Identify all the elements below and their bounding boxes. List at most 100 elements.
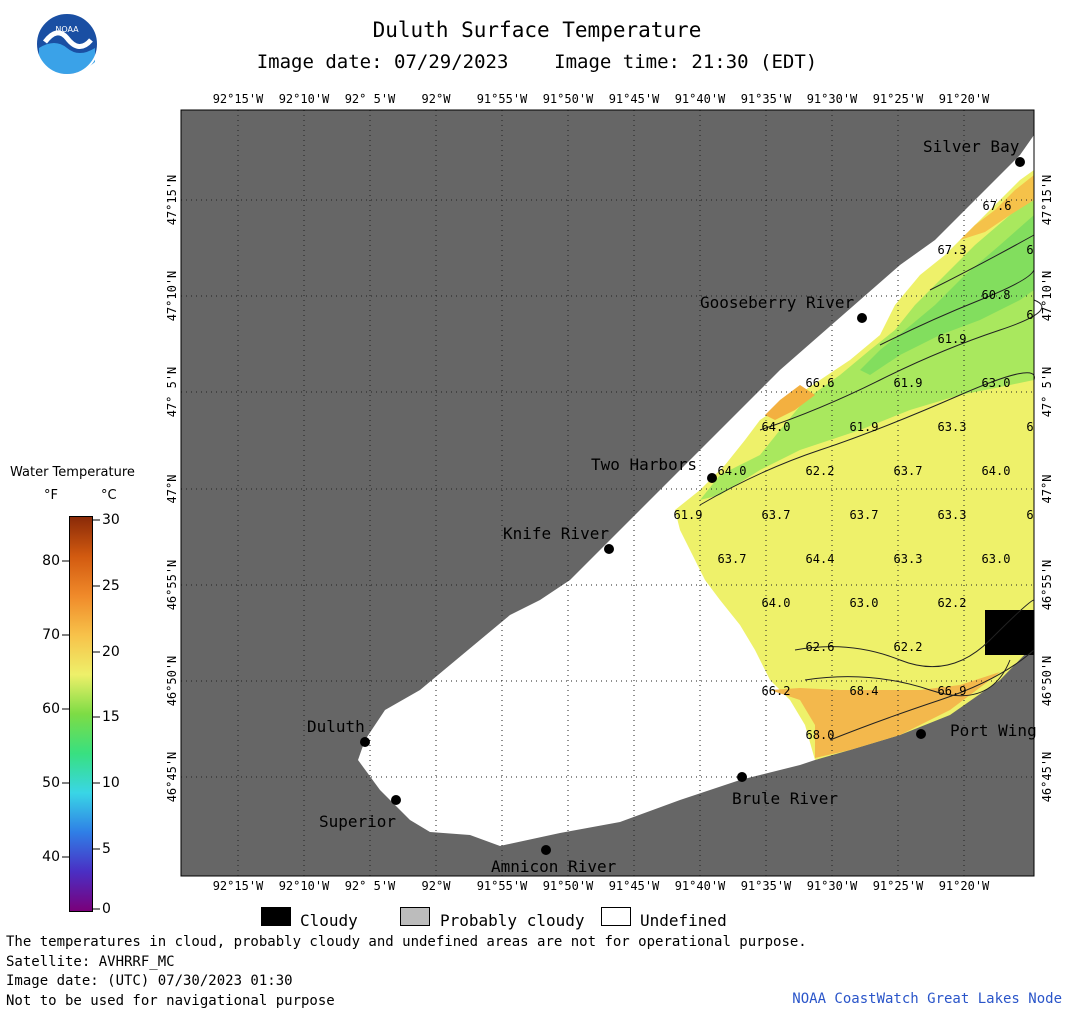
temp-label: 63.0 (981, 376, 1011, 390)
temp-label: 6 (1026, 308, 1034, 322)
legend-f-tick: 40 (42, 849, 60, 865)
utc-date-text: Image date: (UTC) 07/30/2023 01:30 (6, 973, 293, 989)
lat-label: 47°N (1040, 474, 1054, 504)
satellite-text: Satellite: AVHRRF_MC (6, 954, 175, 970)
colorbar-ticks (62, 519, 100, 910)
logo-text: NOAA (55, 25, 79, 34)
temp-label: 68.4 (849, 684, 879, 698)
lon-label: 92°10'W (278, 879, 330, 893)
town-label-duluth: Duluth (307, 717, 365, 736)
lon-label: 91°30'W (806, 92, 858, 106)
lon-label: 92°15'W (212, 92, 264, 106)
lon-label: 91°50'W (542, 879, 594, 893)
cloud-patch (985, 610, 1034, 655)
lat-label: 46°50'N (165, 655, 179, 707)
town-label-amnicon-river: Amnicon River (491, 857, 617, 876)
legend-c-tick: 20 (102, 644, 120, 660)
lon-label: 91°25'W (872, 879, 924, 893)
legend-c-tick: 0 (102, 901, 111, 917)
key-swatch-probably-cloudy (400, 907, 430, 926)
temp-label: 63.0 (981, 552, 1011, 566)
legend-f-tick: 80 (42, 553, 60, 569)
lat-label: 46°50'N (1040, 655, 1054, 707)
town-dot-silver-bay (1015, 157, 1025, 167)
temp-label: 62.2 (805, 464, 835, 478)
temp-label: 62.2 (893, 640, 923, 654)
temp-label: 64.0 (761, 596, 791, 610)
isotherm-contours (699, 234, 1043, 741)
temp-label: 66.9 (937, 684, 967, 698)
lon-label: 91°20'W (938, 92, 990, 106)
temp-label: 62.6 (805, 640, 835, 654)
temp-label: 63.7 (849, 508, 879, 522)
temp-label: 62.2 (937, 596, 967, 610)
town-dot-two-harbors (707, 473, 717, 483)
legend-title: Water Temperature (10, 465, 135, 480)
legend-c-tick: 25 (102, 578, 120, 594)
town-dot-port-wing (916, 729, 926, 739)
key-label-probably-cloudy: Probably cloudy (440, 911, 585, 930)
temp-label: 6 (1026, 243, 1034, 257)
temp-label: 63.0 (849, 596, 879, 610)
temp-label: 6 (1026, 508, 1034, 522)
town-markers (360, 157, 1025, 855)
key-label-cloudy: Cloudy (300, 911, 358, 930)
temp-label: 64.0 (761, 420, 791, 434)
lat-label: 46°45'N (1040, 751, 1054, 803)
temp-label: 66.2 (761, 684, 791, 698)
town-dot-superior (391, 795, 401, 805)
legend-f-tick: 50 (42, 775, 60, 791)
lon-label: 91°40'W (674, 879, 726, 893)
lon-label: 91°35'W (740, 879, 792, 893)
navigation-warning: Not to be used for navigational purpose (6, 993, 335, 1009)
lat-label: 47°10'N (1040, 270, 1054, 322)
temp-label: 64.0 (717, 464, 747, 478)
lon-label: 91°25'W (872, 92, 924, 106)
temp-label: 6 (1026, 420, 1034, 434)
lat-label: 47° 5'N (165, 366, 179, 418)
temp-label: 63.3 (937, 420, 967, 434)
graticule (181, 110, 1034, 876)
temp-label: 60.8 (981, 288, 1011, 302)
temp-label: 68.0 (805, 728, 835, 742)
temp-label: 63.3 (893, 552, 923, 566)
lon-label: 92°W (421, 92, 451, 106)
lon-label: 91°55'W (476, 92, 528, 106)
disclaimer-text: The temperatures in cloud, probably clou… (6, 934, 807, 950)
town-label-silver-bay: Silver Bay (923, 137, 1020, 156)
legend-c-tick: 15 (102, 709, 120, 725)
credit-link[interactable]: NOAA CoastWatch Great Lakes Node (792, 991, 1062, 1007)
lat-label: 46°55'N (165, 559, 179, 611)
lon-label: 91°50'W (542, 92, 594, 106)
lat-label: 46°55'N (1040, 559, 1054, 611)
temp-label: 67.3 (937, 243, 967, 257)
temp-label: 63.7 (761, 508, 791, 522)
lat-label: 47°10'N (165, 270, 179, 322)
lat-label: 47°15'N (1040, 174, 1054, 226)
temp-label: 61.9 (673, 508, 703, 522)
key-swatch-cloudy (261, 907, 291, 926)
map-subtitle: Image date: 07/29/2023 Image time: 21:30… (256, 51, 818, 73)
town-label-gooseberry-river: Gooseberry River (700, 293, 855, 312)
lat-label: 47°N (165, 474, 179, 504)
key-label-undefined: Undefined (640, 911, 727, 930)
town-dot-duluth (360, 737, 370, 747)
town-label-two-harbors: Two Harbors (591, 455, 697, 474)
temp-label: 63.7 (893, 464, 923, 478)
temp-label: 67.6 (982, 199, 1012, 213)
noaa-logo-icon: NOAA (35, 12, 99, 76)
town-label-knife-river: Knife River (503, 524, 609, 543)
lon-label: 92°W (421, 879, 451, 893)
lon-label: 92° 5'W (344, 92, 396, 106)
lat-label: 47°15'N (165, 174, 179, 226)
temp-label: 63.7 (717, 552, 747, 566)
lat-label: 46°45'N (165, 751, 179, 803)
legend-c-tick: 10 (102, 775, 120, 791)
warm-west-zone (765, 385, 815, 420)
temp-label: 61.9 (893, 376, 923, 390)
town-dot-amnicon (541, 845, 551, 855)
temp-label: 63.3 (937, 508, 967, 522)
lon-label: 91°30'W (806, 879, 858, 893)
legend-unit-f: °F (44, 488, 58, 503)
